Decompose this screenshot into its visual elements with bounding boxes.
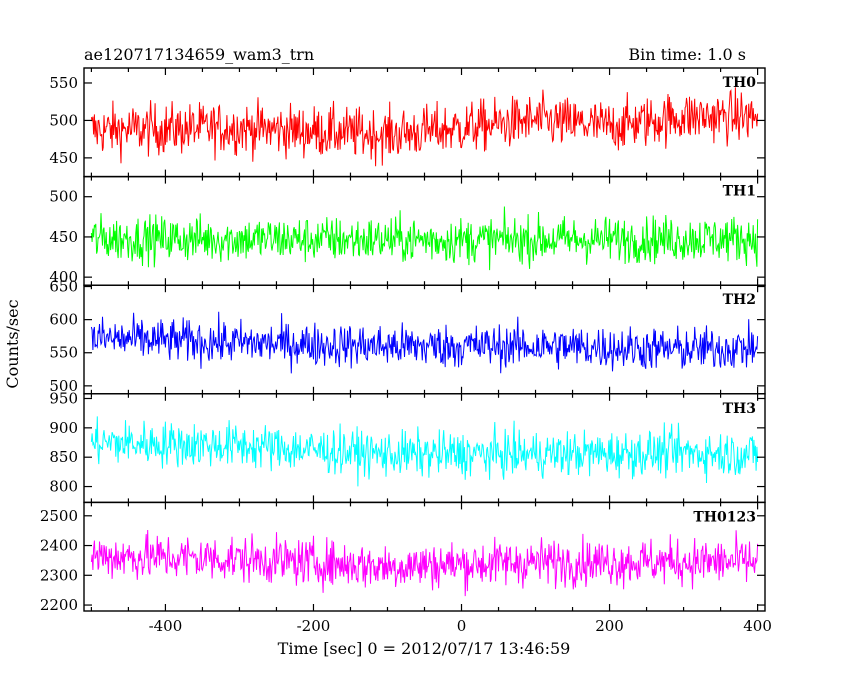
x-tick-label: -200 — [297, 617, 331, 635]
y-tick-label-th3: 850 — [49, 448, 78, 466]
channel-label-th3: TH3 — [723, 401, 756, 417]
y-tick-label-th0: 450 — [49, 149, 78, 167]
x-tick-label: 400 — [743, 617, 772, 635]
y-tick-label-th2: 650 — [49, 278, 78, 296]
y-tick-label-th1: 500 — [49, 188, 78, 206]
series-line-th2 — [90, 311, 759, 374]
y-tick-label-th3: 800 — [49, 478, 78, 496]
channel-label-th2: TH2 — [723, 292, 756, 308]
y-axis-label: Counts/sec — [3, 299, 22, 388]
channel-label-th1: TH1 — [723, 184, 756, 200]
y-tick-label-th3: 900 — [49, 419, 78, 437]
y-tick-label-th0: 550 — [49, 74, 78, 92]
bin-time-label: Bin time: 1.0 s — [628, 45, 746, 64]
y-tick-label-th0123: 2300 — [40, 566, 78, 584]
series-line-th0123 — [90, 529, 759, 597]
figure-title: ae120717134659_wam3_trn — [84, 45, 314, 64]
x-tick-label: -400 — [149, 617, 183, 635]
series-line-th1 — [90, 206, 759, 271]
series-line-th0 — [90, 87, 759, 167]
y-tick-label-th0123: 2200 — [40, 596, 78, 614]
channel-label-th0123: TH0123 — [693, 509, 756, 525]
y-tick-label-th2: 600 — [49, 311, 78, 329]
panel-frame-th1 — [83, 175, 766, 286]
x-tick-label: 0 — [457, 617, 467, 635]
y-tick-label-th0123: 2500 — [40, 507, 78, 525]
y-tick-label-th0123: 2400 — [40, 537, 78, 555]
series-line-th3 — [90, 416, 759, 487]
panels-group: 450 500 550 TH0 400 450 500 TH1 500 550 600 650 TH2 8… — [40, 67, 772, 635]
y-tick-label-th2: 500 — [49, 377, 78, 395]
channel-label-th0: TH0 — [723, 75, 757, 91]
x-axis-label: Time [sec] 0 = 2012/07/17 13:46:59 — [278, 639, 571, 658]
y-tick-label-th0: 500 — [49, 111, 78, 129]
y-tick-label-th1: 450 — [49, 228, 78, 246]
y-tick-label-th2: 550 — [49, 344, 78, 362]
y-tick-label-th3: 950 — [49, 389, 78, 407]
y-tick-label-th1: 400 — [49, 268, 78, 286]
x-tick-label: 200 — [595, 617, 624, 635]
